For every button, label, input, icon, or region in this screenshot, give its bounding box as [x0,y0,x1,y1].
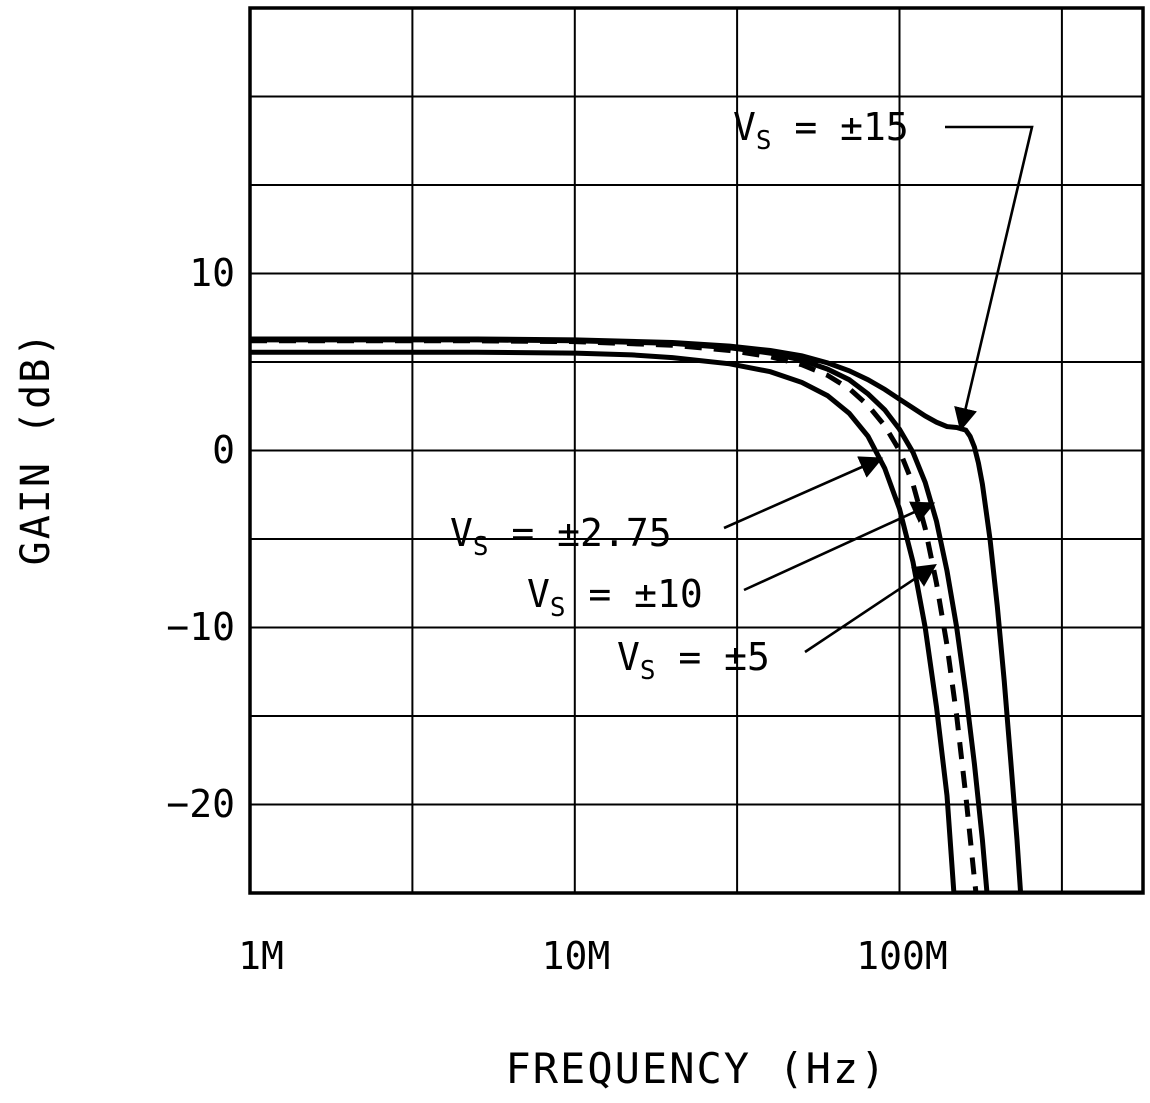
x-tick-label-10m: 10M [541,934,611,978]
curve-label-vs-15-base: V [733,105,756,149]
y-axis-title: GAIN (dB) [13,330,59,566]
x-tick-label-100m: 100M [856,934,948,978]
y-tick-label-0: 0 [212,428,235,472]
curve-label-vs-10-base: V [527,572,550,616]
curve-label-vs-2p75: VS = ±2.75 [450,510,672,570]
curve-label-vs-5: VS = ±5 [617,634,770,694]
curve-label-vs-2p75-sub: S [472,532,489,562]
y-tick-label-neg20: −20 [166,782,235,826]
x-tick-label-1m: 1M [238,934,284,978]
curve-label-vs-15-sub: S [755,126,772,156]
curve-label-vs-10: VS = ±10 [527,571,703,631]
curve-label-vs-15-value: = ±15 [771,105,909,149]
y-tick-label-10: 10 [189,251,235,295]
curve-label-vs-5-value: = ±5 [655,635,770,679]
curve-label-vs-10-sub: S [549,593,566,623]
curve-label-vs-5-sub: S [639,656,656,686]
curve-label-vs-15: VS = ±15 [733,104,909,164]
curve-label-vs-5-base: V [617,635,640,679]
curve-label-vs-2p75-base: V [450,511,473,555]
y-tick-label-neg10: −10 [166,605,235,649]
curve-label-vs-10-value: = ±10 [565,572,703,616]
x-axis-title: FREQUENCY (Hz) [505,1044,888,1093]
curve-label-vs-2p75-value: = ±2.75 [488,511,672,555]
